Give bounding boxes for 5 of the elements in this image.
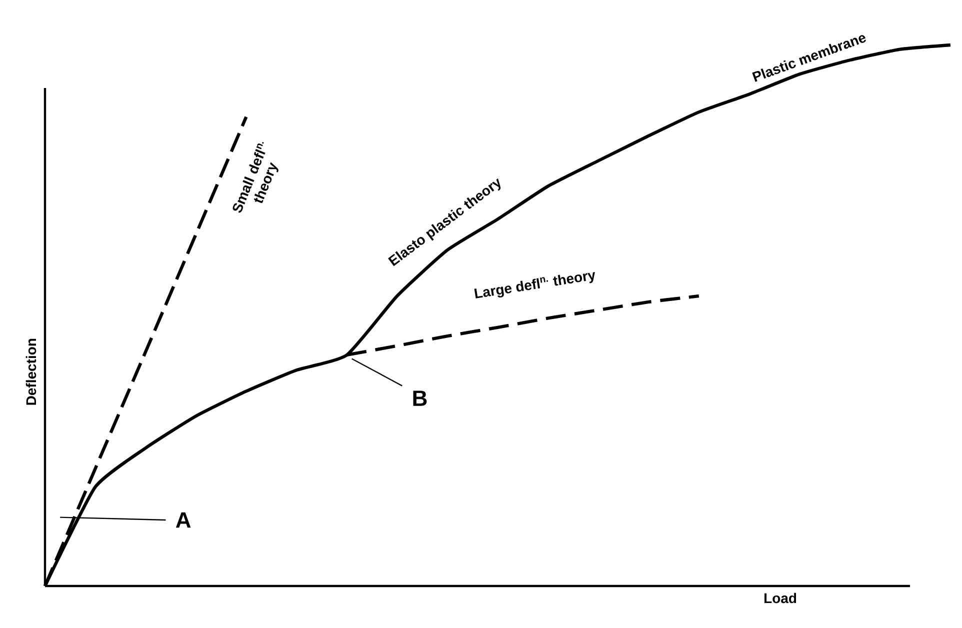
y-axis-title: Deflection [26, 338, 36, 405]
annotation: B [413, 390, 427, 406]
annotation: A [176, 512, 191, 528]
text: Large defl$^{n.}$ theory [474, 272, 595, 298]
x-axis-title: Load [764, 592, 796, 604]
